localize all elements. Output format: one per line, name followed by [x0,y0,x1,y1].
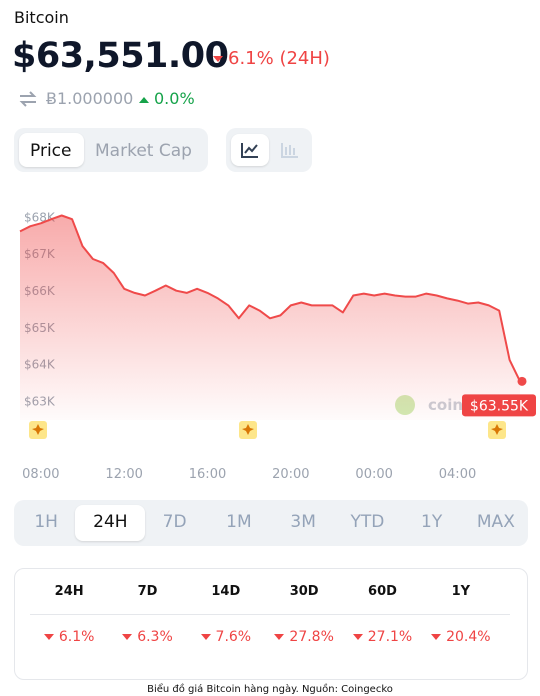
price-line [19,214,521,382]
x-tick-label: 04:00 [439,467,476,482]
table-value: 7.6% [181,629,271,645]
event-star [32,424,44,435]
change-value: 7.6% [215,629,252,645]
event-star [491,424,503,435]
event-star [242,424,254,435]
down-arrow [122,634,133,640]
table-header: 24H [54,584,84,599]
range-tab[interactable]: 1H [34,512,58,532]
changes-table [14,568,528,680]
swap-icon [19,91,37,107]
tab-selected [19,133,84,167]
change-value: 27.1% [367,629,413,645]
divider [30,614,510,615]
change-value: 6.3% [137,629,173,645]
range-tab[interactable]: 3M [290,512,316,532]
last-point [517,376,527,386]
range-tab[interactable]: MAX [476,512,515,532]
caption: Biểu đồ giá Bitcoin hàng ngày. Nguồn: Co… [147,684,393,695]
table-value: 6.3% [103,629,193,645]
table-header: 14D [211,584,241,599]
table-value: 20.4% [416,629,506,645]
area [20,215,520,420]
range-tab[interactable]: YTD [350,512,385,532]
x-tick-label: 16:00 [189,467,226,482]
line-icon [241,143,258,158]
x-tick-label: 08:00 [22,467,59,482]
table-header: 1Y [451,584,471,599]
candle-icon[interactable] [280,141,300,159]
change-value: 20.4% [446,629,491,645]
x-tick-label: 20:00 [272,467,309,482]
btc-amount: Ƀ1.000000 [46,89,134,108]
price-change: 6.1% (24H) [213,48,330,69]
table-value: 6.1% [24,629,114,645]
change-value: 6.1% [58,629,95,645]
price: $63,551.00 [12,36,229,76]
coin-name: Bitcoin [14,8,69,27]
range-tab[interactable]: 7D [162,512,187,532]
down-arrow [274,634,285,640]
change-value: 27.8% [289,629,334,645]
btc-change: 0.0% [139,89,195,108]
table-header: 30D [289,584,319,599]
x-tick-label: 12:00 [105,467,142,482]
btc-change-text: 0.0% [154,89,195,108]
down-arrow [200,634,211,640]
down-arrow [43,634,54,640]
down-arrow [352,634,363,640]
table-header: 7D [137,584,158,599]
range-tab[interactable]: 24H [93,512,128,532]
x-tick-label: 00:00 [355,467,392,482]
range-tab[interactable]: 1M [226,512,252,532]
last-label-bg [462,394,536,417]
price-chart: $63K$64K$65K$66K$67K$68Kcoin$63.55K08:00… [19,210,536,482]
range-tab[interactable]: 1Y [421,512,443,532]
table-value: 27.1% [338,629,428,645]
table-header: 60D [368,584,397,599]
last-label: $63.55K [470,398,529,414]
down-arrow [431,634,442,640]
tab[interactable]: Price [30,141,72,161]
table-value: 27.8% [259,629,349,645]
price-change-text: 6.1% (24H) [228,48,330,69]
tab[interactable]: Market Cap [95,141,192,161]
range-selected [75,505,146,541]
